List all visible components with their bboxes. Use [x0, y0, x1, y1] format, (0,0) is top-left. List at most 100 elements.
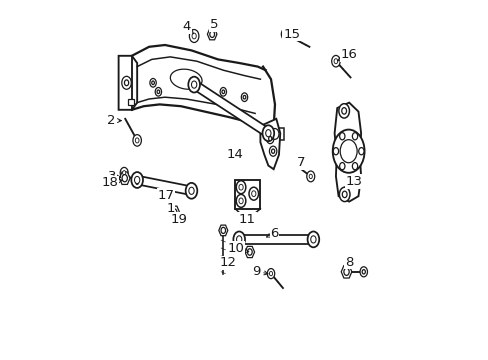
Bar — [128, 99, 133, 105]
Text: 17: 17 — [158, 189, 175, 202]
Polygon shape — [169, 206, 179, 219]
Text: 2: 2 — [107, 114, 121, 127]
Text: 7: 7 — [296, 156, 305, 169]
Text: 8: 8 — [344, 256, 352, 269]
Circle shape — [236, 236, 242, 243]
Text: 12: 12 — [219, 256, 236, 269]
Text: 6: 6 — [266, 227, 278, 240]
Circle shape — [339, 163, 344, 170]
Circle shape — [307, 231, 319, 247]
Circle shape — [131, 172, 142, 188]
Text: 14: 14 — [226, 148, 243, 161]
Circle shape — [120, 167, 128, 178]
Circle shape — [269, 271, 272, 276]
Circle shape — [239, 198, 243, 204]
Circle shape — [267, 269, 274, 279]
Circle shape — [209, 31, 214, 37]
Text: 13: 13 — [344, 175, 362, 188]
Circle shape — [233, 231, 244, 247]
Circle shape — [265, 130, 270, 137]
Circle shape — [188, 77, 200, 93]
Circle shape — [192, 33, 196, 39]
Circle shape — [185, 183, 197, 199]
Text: 1: 1 — [166, 202, 179, 217]
Text: 15: 15 — [283, 28, 300, 41]
Text: 16: 16 — [337, 48, 357, 61]
Circle shape — [247, 249, 252, 255]
Circle shape — [359, 267, 366, 277]
Text: 3: 3 — [108, 170, 120, 183]
Polygon shape — [334, 103, 360, 202]
Circle shape — [352, 163, 357, 170]
Polygon shape — [218, 225, 227, 236]
Circle shape — [251, 191, 255, 197]
Circle shape — [262, 125, 274, 141]
Circle shape — [248, 187, 258, 200]
Polygon shape — [119, 56, 137, 110]
Text: 9: 9 — [251, 265, 267, 278]
Circle shape — [270, 129, 278, 139]
Circle shape — [155, 87, 161, 96]
Circle shape — [339, 187, 349, 202]
Circle shape — [124, 80, 128, 86]
Text: 10: 10 — [226, 242, 248, 255]
Circle shape — [331, 55, 340, 67]
Circle shape — [236, 181, 245, 194]
Circle shape — [134, 179, 140, 187]
Circle shape — [310, 236, 315, 243]
Circle shape — [191, 81, 196, 88]
Polygon shape — [341, 266, 351, 278]
Circle shape — [133, 135, 141, 146]
Circle shape — [362, 270, 365, 274]
Circle shape — [341, 108, 346, 114]
Circle shape — [236, 194, 245, 207]
Circle shape — [122, 76, 131, 89]
Text: 19: 19 — [170, 213, 187, 226]
Circle shape — [268, 136, 271, 141]
Circle shape — [338, 104, 349, 118]
Circle shape — [243, 95, 245, 99]
Circle shape — [306, 171, 314, 182]
Text: 11: 11 — [239, 213, 255, 226]
Circle shape — [333, 148, 338, 155]
Polygon shape — [260, 119, 280, 169]
Circle shape — [266, 134, 273, 144]
Circle shape — [157, 90, 160, 94]
Circle shape — [352, 132, 357, 140]
Polygon shape — [192, 80, 269, 138]
Circle shape — [342, 191, 346, 198]
Circle shape — [333, 59, 337, 64]
Circle shape — [189, 30, 199, 42]
Circle shape — [241, 93, 247, 102]
Polygon shape — [235, 180, 260, 209]
Ellipse shape — [170, 69, 202, 89]
Polygon shape — [265, 128, 284, 140]
Circle shape — [358, 148, 363, 155]
Circle shape — [151, 81, 154, 85]
Circle shape — [271, 149, 274, 153]
Text: 18: 18 — [102, 176, 122, 189]
Circle shape — [134, 176, 140, 184]
Circle shape — [171, 209, 177, 216]
Polygon shape — [207, 28, 217, 40]
Circle shape — [122, 171, 125, 175]
Circle shape — [122, 175, 127, 182]
Circle shape — [339, 132, 344, 140]
Circle shape — [222, 90, 224, 94]
Circle shape — [136, 181, 138, 185]
Circle shape — [220, 87, 226, 96]
Circle shape — [283, 32, 287, 37]
Circle shape — [343, 268, 348, 275]
Circle shape — [281, 28, 289, 40]
Polygon shape — [137, 176, 192, 195]
Circle shape — [135, 138, 139, 143]
Circle shape — [188, 187, 194, 194]
Text: 4: 4 — [182, 21, 193, 34]
Polygon shape — [239, 235, 313, 244]
Polygon shape — [119, 172, 130, 184]
Circle shape — [150, 78, 156, 87]
Circle shape — [269, 146, 276, 156]
Circle shape — [239, 184, 243, 190]
Circle shape — [221, 228, 225, 234]
Circle shape — [308, 174, 312, 179]
